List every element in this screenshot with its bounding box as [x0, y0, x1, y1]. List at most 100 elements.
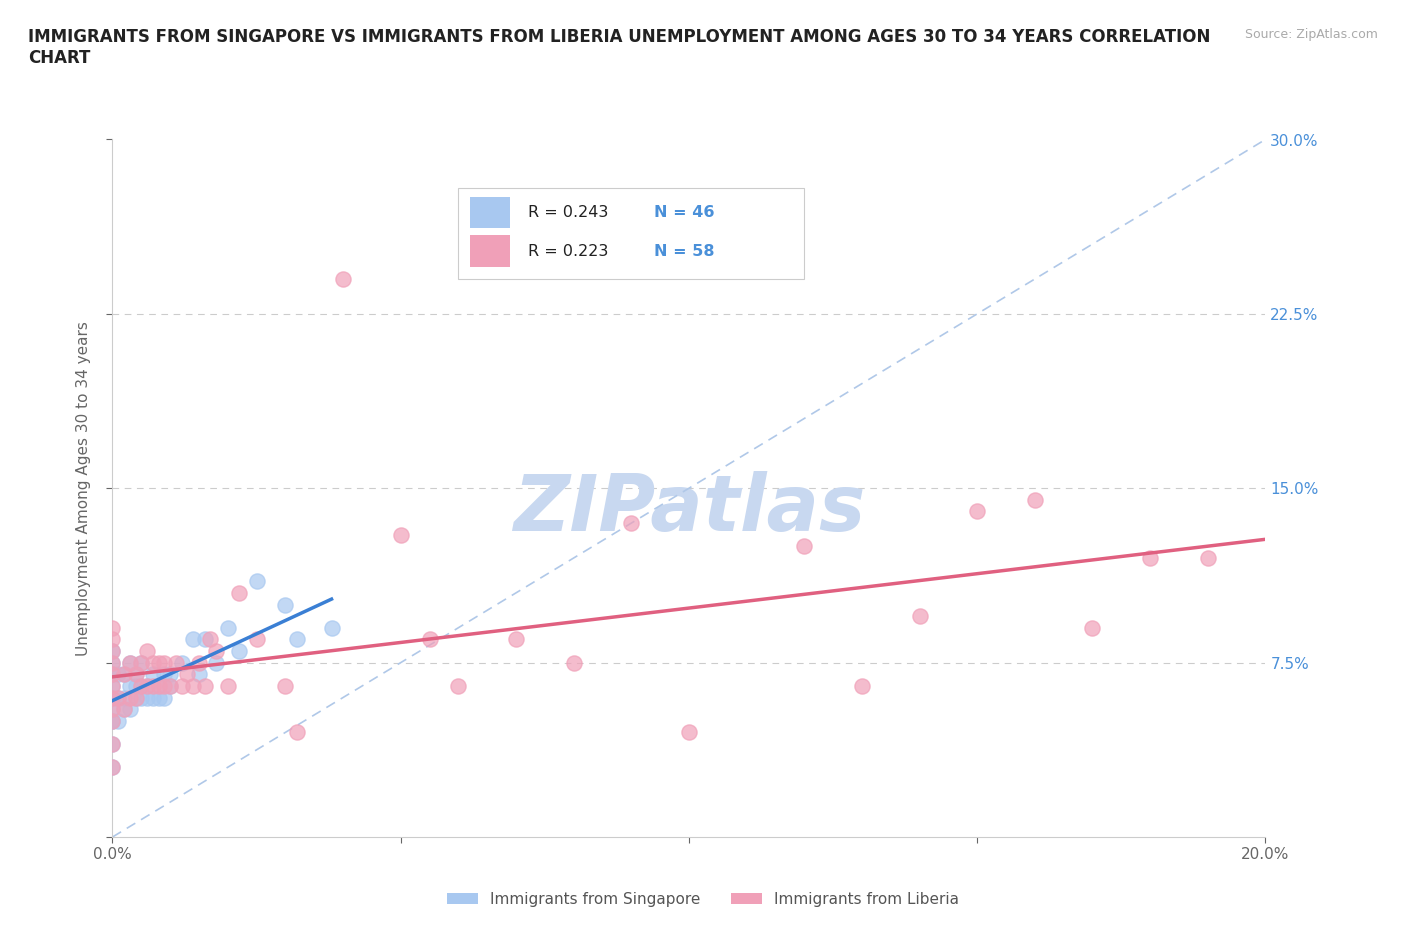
Point [101, 690, 124, 705]
Point [129, 656, 153, 671]
Point [188, 656, 211, 671]
Point [217, 679, 239, 694]
Point [118, 679, 141, 694]
Text: IMMIGRANTS FROM SINGAPORE VS IMMIGRANTS FROM LIBERIA UNEMPLOYMENT AMONG AGES 30 : IMMIGRANTS FROM SINGAPORE VS IMMIGRANTS … [28, 28, 1211, 67]
Text: R = 0.243: R = 0.243 [527, 206, 607, 220]
Point [101, 667, 124, 682]
FancyBboxPatch shape [458, 188, 804, 279]
Point [153, 656, 176, 671]
FancyBboxPatch shape [470, 197, 510, 229]
Point [148, 656, 170, 671]
Point [159, 679, 181, 694]
Point [285, 725, 308, 740]
Point [228, 586, 250, 601]
Point [142, 667, 165, 682]
Point [112, 667, 135, 682]
Text: N = 58: N = 58 [654, 244, 714, 259]
Point [153, 690, 176, 705]
Point [101, 644, 124, 658]
Point [118, 656, 141, 671]
Point [101, 679, 124, 694]
Point [118, 690, 141, 705]
Y-axis label: Unemployment Among Ages 30 to 34 years: Unemployment Among Ages 30 to 34 years [76, 321, 91, 656]
Point [159, 679, 181, 694]
Point [124, 667, 146, 682]
Point [274, 597, 297, 612]
Point [148, 679, 170, 694]
Point [101, 620, 124, 635]
Point [129, 656, 153, 671]
Point [101, 701, 124, 716]
Point [153, 679, 176, 694]
Point [181, 632, 204, 647]
Point [101, 737, 124, 751]
Point [1139, 551, 1161, 565]
Point [101, 656, 124, 671]
Point [447, 679, 470, 694]
Point [101, 760, 124, 775]
Point [332, 272, 354, 286]
Point [101, 667, 124, 682]
Text: Source: ZipAtlas.com: Source: ZipAtlas.com [1244, 28, 1378, 41]
Point [851, 679, 873, 694]
Point [101, 713, 124, 728]
Point [129, 690, 153, 705]
Point [107, 667, 129, 682]
Point [1197, 551, 1219, 565]
Point [124, 679, 146, 694]
Point [188, 667, 211, 682]
Point [124, 690, 146, 705]
Point [181, 679, 204, 694]
Point [101, 737, 124, 751]
Text: ZIPatlas: ZIPatlas [513, 472, 865, 547]
Point [285, 632, 308, 647]
Point [194, 632, 217, 647]
Point [153, 667, 176, 682]
Point [101, 644, 124, 658]
Point [170, 656, 193, 671]
Point [129, 679, 153, 694]
Point [136, 679, 159, 694]
Point [107, 690, 129, 705]
Point [562, 656, 585, 671]
Point [678, 725, 700, 740]
Point [170, 679, 193, 694]
Point [101, 713, 124, 728]
Point [112, 701, 135, 716]
Point [1081, 620, 1104, 635]
Legend: Immigrants from Singapore, Immigrants from Liberia: Immigrants from Singapore, Immigrants fr… [441, 886, 965, 913]
Point [205, 644, 228, 658]
Point [908, 609, 931, 624]
Point [165, 656, 187, 671]
Text: N = 46: N = 46 [654, 206, 714, 220]
Point [142, 690, 165, 705]
Point [142, 656, 165, 671]
Point [200, 632, 222, 647]
Point [321, 620, 343, 635]
Point [505, 632, 527, 647]
Point [101, 690, 124, 705]
Point [112, 701, 135, 716]
Text: R = 0.223: R = 0.223 [527, 244, 607, 259]
Point [107, 713, 129, 728]
Point [245, 574, 267, 589]
Point [228, 644, 250, 658]
Point [274, 679, 297, 694]
Point [118, 701, 141, 716]
FancyBboxPatch shape [470, 235, 510, 267]
Point [159, 667, 181, 682]
Point [101, 679, 124, 694]
Point [112, 690, 135, 705]
Point [194, 679, 217, 694]
Point [176, 667, 198, 682]
Point [148, 679, 170, 694]
Point [245, 632, 267, 647]
Point [101, 713, 124, 728]
Point [136, 679, 159, 694]
Point [107, 690, 129, 705]
Point [620, 515, 643, 530]
Point [136, 690, 159, 705]
Point [118, 656, 141, 671]
Point [148, 690, 170, 705]
Point [136, 644, 159, 658]
